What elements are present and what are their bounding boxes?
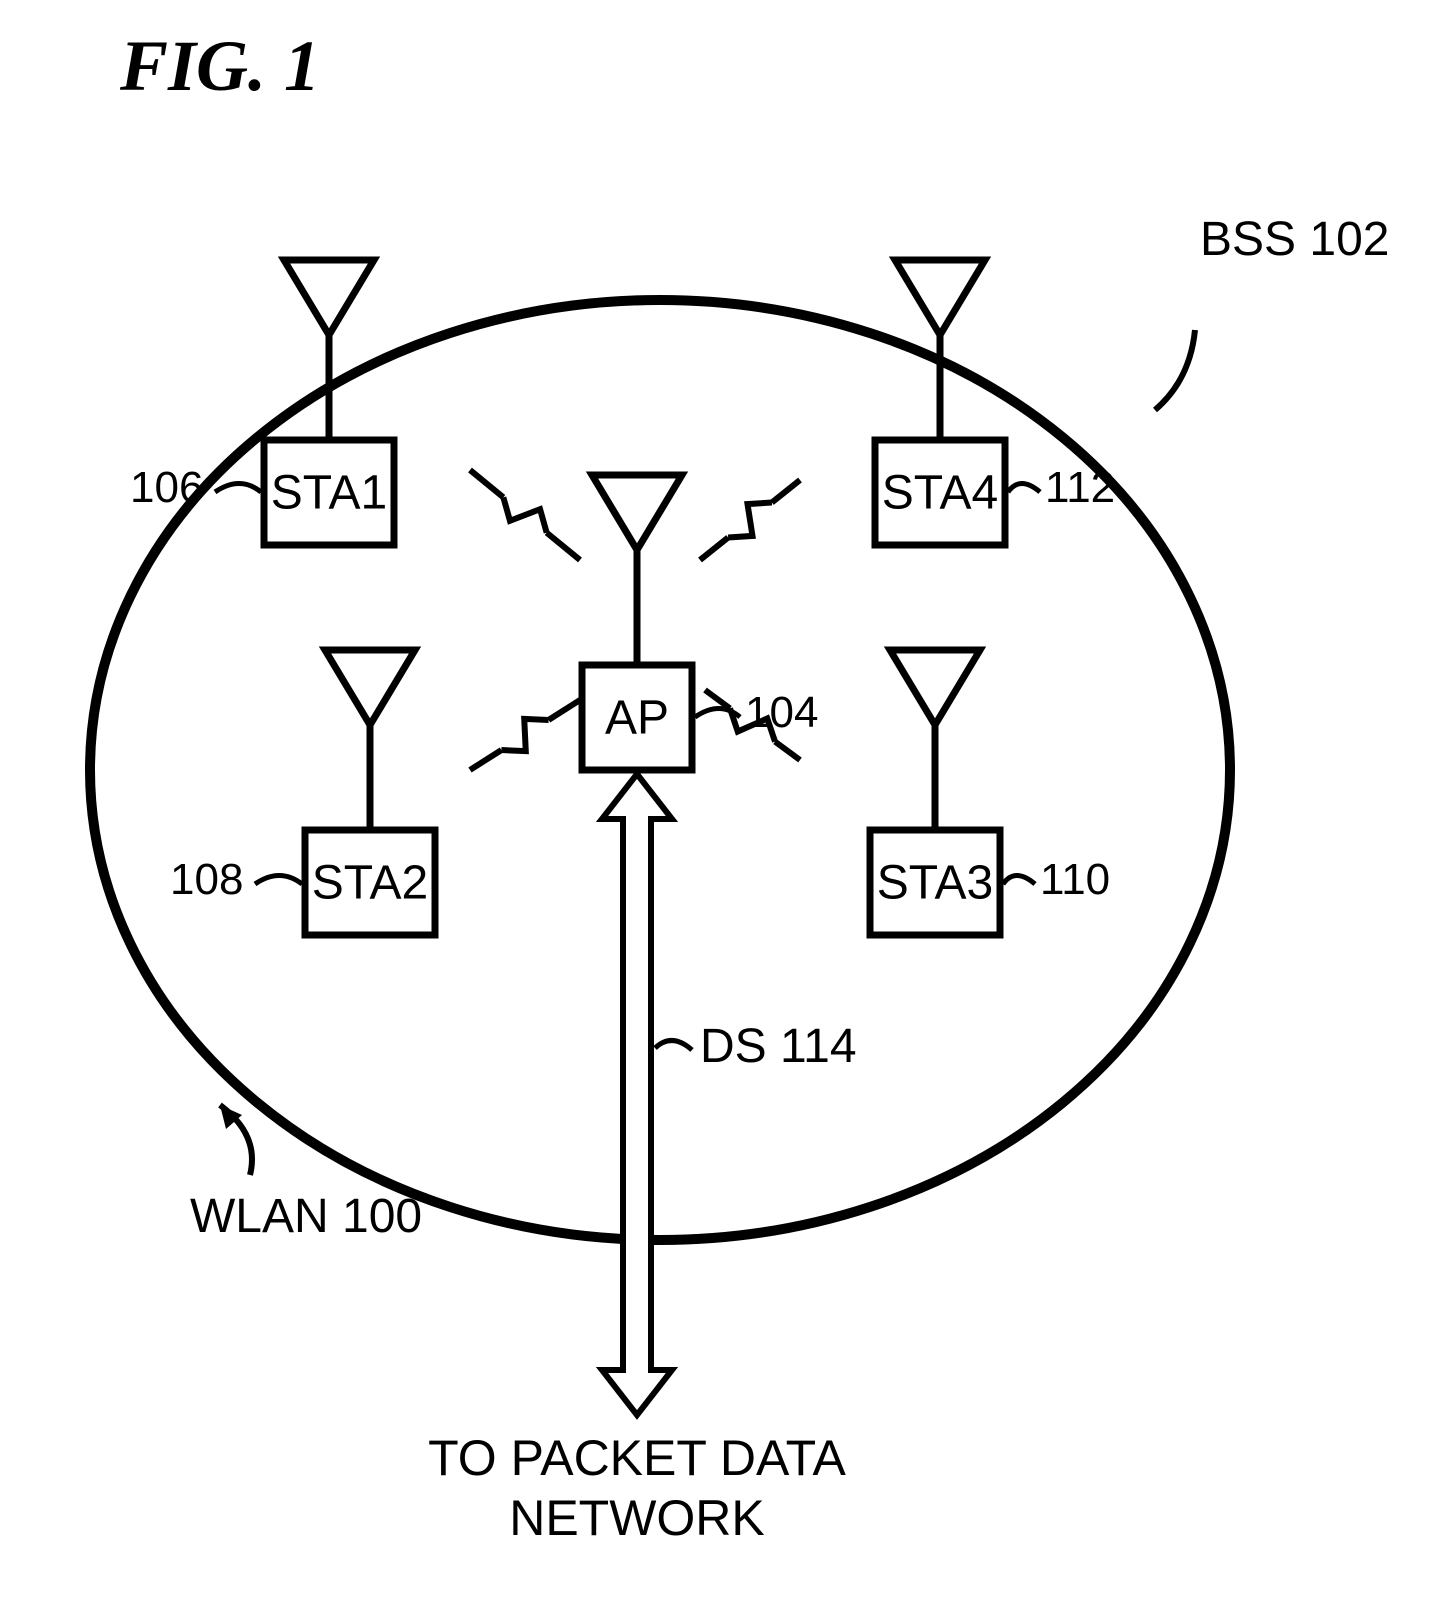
ref-curve <box>1003 876 1035 885</box>
diagram-svg: STA1 106 STA2 108 STA3 110 STA4 112 AP 104 BSS 102… <box>0 0 1441 1611</box>
station-ref: 112 <box>1045 463 1115 512</box>
station-ref: 110 <box>1040 855 1110 904</box>
antenna-icon <box>592 475 682 550</box>
antenna-icon <box>895 260 985 335</box>
station-label: STA4 <box>882 467 998 520</box>
station-label: STA1 <box>271 467 387 520</box>
ref-curve <box>215 484 261 493</box>
signal-line <box>547 533 580 560</box>
antenna-icon <box>325 650 415 725</box>
ref-curve <box>255 876 302 885</box>
wlan-label: WLAN 100 <box>190 1190 422 1243</box>
antenna-icon <box>284 260 374 335</box>
signal-bolt-icon <box>501 719 548 751</box>
signal-line <box>772 480 800 503</box>
ds-double-arrow-icon <box>602 774 672 1415</box>
signal-line <box>705 690 730 708</box>
signal-line <box>470 470 503 497</box>
ref-curve <box>1008 484 1040 493</box>
bss-curve <box>1155 330 1195 410</box>
signal-bolt-icon <box>728 503 772 538</box>
ap-ref: 104 <box>745 688 818 737</box>
bss-label: BSS 102 <box>1200 213 1389 266</box>
signal-line <box>700 537 728 560</box>
station-label: STA2 <box>312 857 428 910</box>
signal-line <box>470 750 501 770</box>
bottom-text-line2: NETWORK <box>509 1490 765 1546</box>
station-label: STA3 <box>877 857 993 910</box>
station-ref: 106 <box>130 463 203 512</box>
figure-title: FIG. 1 <box>120 25 320 108</box>
bottom-text-line1: TO PACKET DATA <box>428 1430 846 1486</box>
antenna-icon <box>890 650 980 725</box>
ds-curve <box>655 1040 692 1050</box>
ap-label: AP <box>605 692 669 745</box>
signal-line <box>549 700 580 720</box>
signal-line <box>775 742 800 760</box>
signal-bolt-icon <box>503 497 546 532</box>
ds-label: DS 114 <box>700 1020 857 1073</box>
station-ref: 108 <box>170 855 243 904</box>
